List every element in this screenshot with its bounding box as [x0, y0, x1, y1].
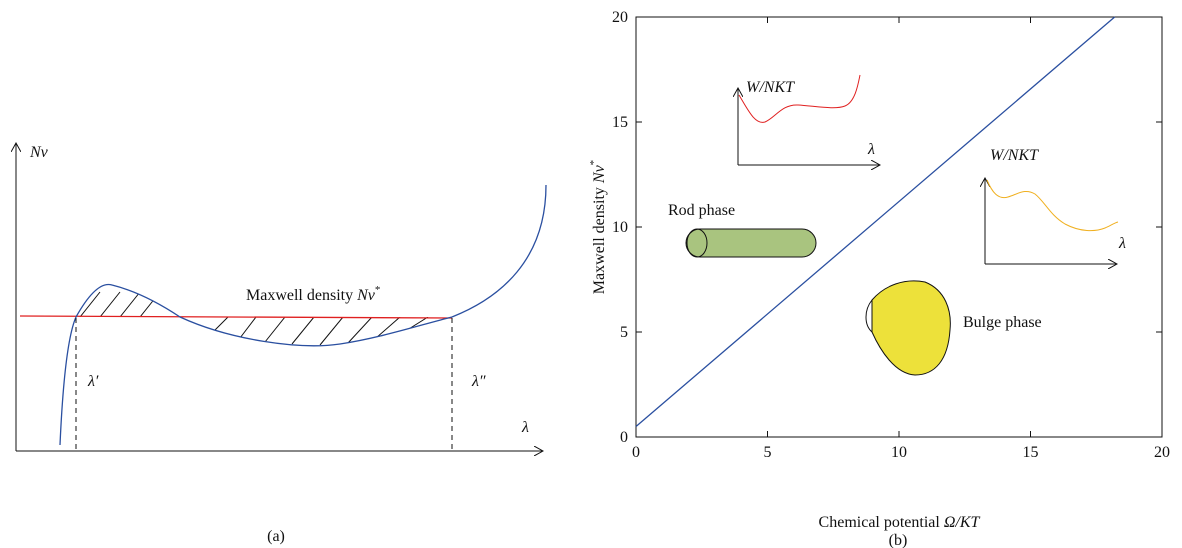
hatch [214, 317, 429, 346]
x-tick-label: 0 [632, 444, 640, 461]
panel-a: Nν λ Maxwell density Nν* λ′ λ″ (a) [16, 143, 547, 545]
y-tick-label: 10 [612, 219, 628, 236]
y-tick-label: 0 [620, 429, 628, 446]
phase-label: Rod phase [668, 202, 735, 219]
label-symbol: Ω/KT [944, 514, 981, 531]
inset-x-label: λ [1118, 235, 1126, 252]
label-text: Chemical potential [819, 514, 941, 531]
inset-x-label: λ [867, 141, 875, 158]
label-symbol: Nν [591, 164, 608, 184]
maxwell-line [19, 315, 453, 319]
hatch [79, 291, 161, 317]
rod-end [686, 228, 708, 258]
y-label: Nν [29, 144, 49, 161]
x-tick-label: 15 [1023, 444, 1039, 461]
y-tick-label: 5 [620, 324, 628, 341]
left-mark: λ′ [87, 373, 99, 390]
inset-curve [738, 74, 861, 123]
x-tick-label: 5 [764, 444, 772, 461]
inset-y-label: W/NKT [746, 79, 795, 96]
label-text: Maxwell density [246, 287, 353, 304]
inset-y-label: W/NKT [990, 147, 1039, 164]
x-tick-label: 20 [1154, 444, 1170, 461]
phase-label: Bulge phase [963, 314, 1042, 331]
label-sup: * [375, 284, 381, 296]
right-mark: λ″ [471, 373, 486, 390]
inset-curve [986, 179, 1119, 232]
bulge-end [865, 299, 873, 333]
curve [59, 184, 547, 446]
line [635, 16, 1116, 427]
x-label: Chemical potential Ω/KT [819, 514, 981, 531]
y-tick-label: 15 [612, 114, 628, 131]
plot-frame [635, 16, 1163, 438]
y-label: Maxwell density Nν* [588, 160, 608, 294]
bulge-shape [871, 280, 951, 376]
label-sup: * [588, 160, 600, 166]
panel-b: Chemical potential Ω/KT Maxwell density … [588, 9, 1170, 548]
rod-shape [685, 228, 817, 258]
label-text: Maxwell density [591, 187, 608, 294]
caption: (b) [889, 532, 908, 548]
x-tick-label: 10 [891, 444, 907, 461]
line-label: Maxwell density Nν* [246, 284, 380, 304]
label-symbol: Nν [356, 287, 376, 304]
x-label: λ [521, 419, 529, 436]
y-tick-label: 20 [612, 9, 628, 26]
caption: (a) [267, 528, 285, 545]
